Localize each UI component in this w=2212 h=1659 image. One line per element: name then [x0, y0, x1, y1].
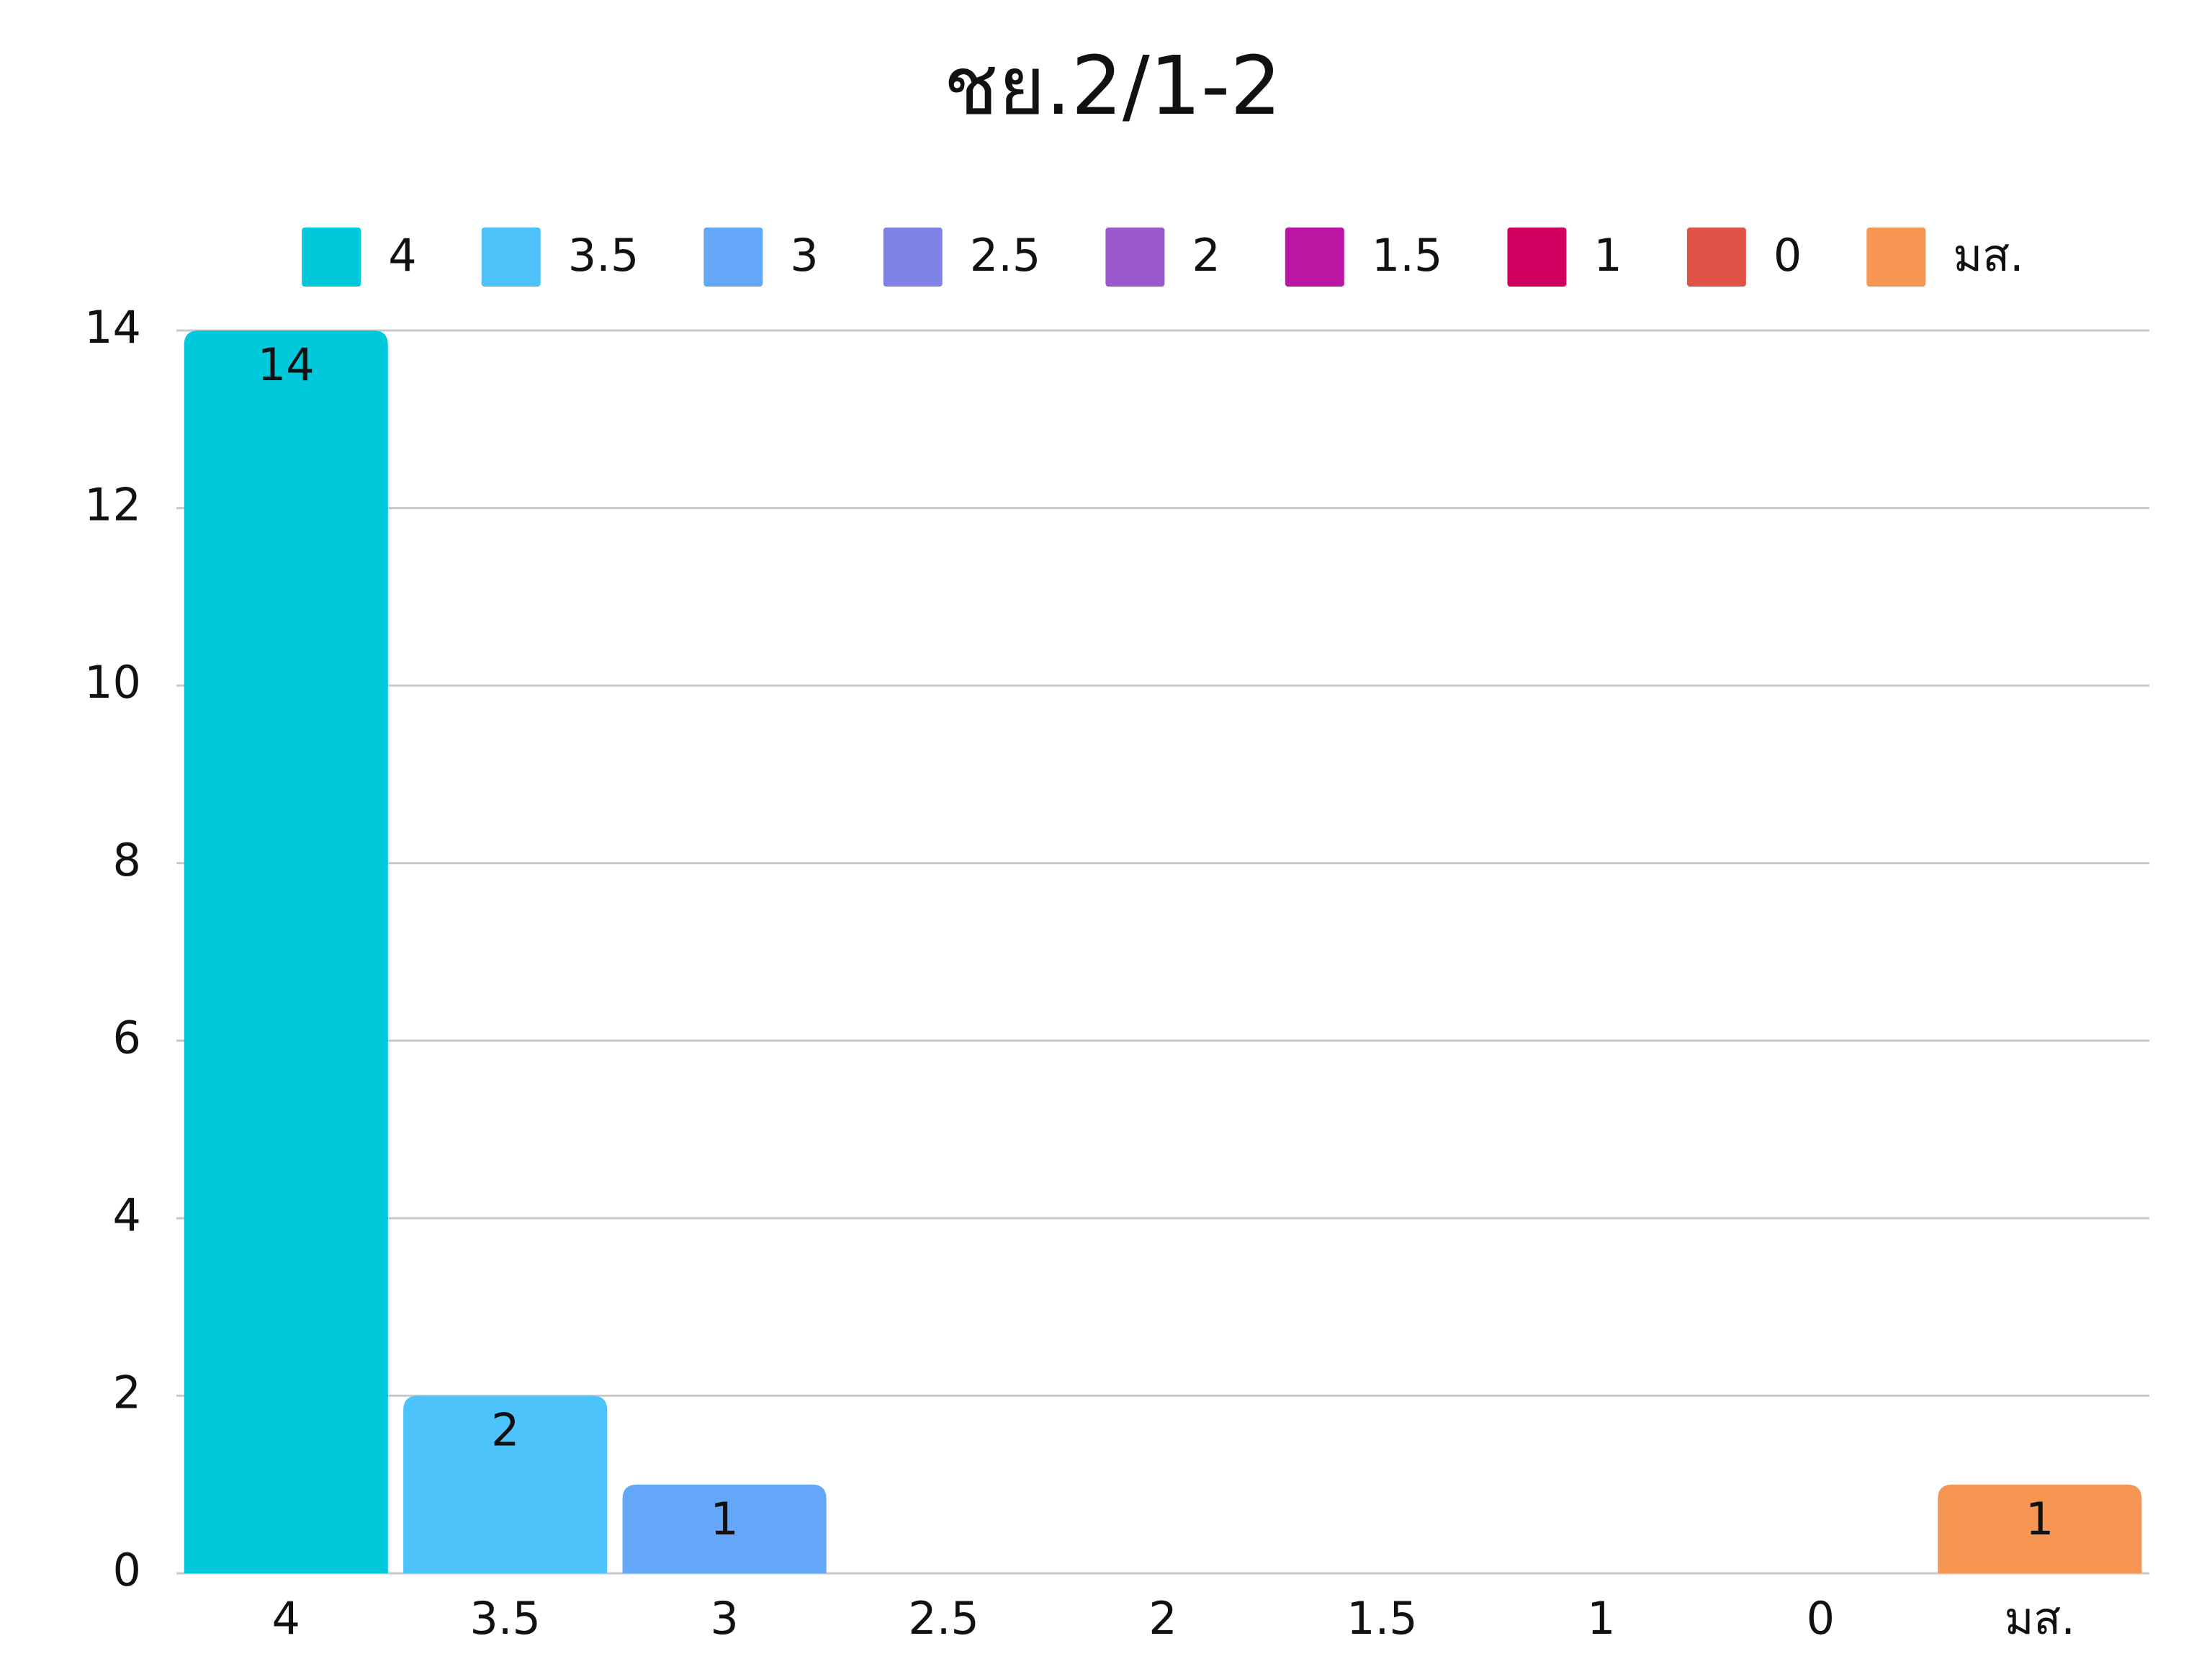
- x-tick-label: 2.5: [908, 1592, 979, 1645]
- legend-label: มส.: [1953, 229, 2023, 282]
- x-tick-label: 3: [710, 1592, 738, 1645]
- bar: [184, 331, 388, 1573]
- x-tick-label: 1.5: [1346, 1592, 1418, 1645]
- legend-label: 1: [1593, 229, 1622, 282]
- data-label: 2: [491, 1404, 519, 1457]
- data-label: 1: [2026, 1493, 2054, 1545]
- legend: 4 3.5 3 2.5 2 1.5 1 0 มส.: [302, 228, 2024, 287]
- x-tick-label: 2: [1148, 1592, 1177, 1645]
- x-tick-label: 3.5: [469, 1592, 541, 1645]
- legend-label: 1.5: [1372, 229, 1443, 282]
- chart-title: ชย.2/1-2: [943, 40, 1281, 133]
- legend-swatch: [1507, 228, 1567, 287]
- legend-label: 3: [790, 229, 818, 282]
- legend-label: 2.5: [970, 229, 1041, 282]
- y-tick-label: 8: [113, 834, 141, 886]
- y-tick-label: 10: [84, 656, 141, 709]
- data-label: 14: [258, 338, 315, 391]
- y-tick-label: 2: [113, 1367, 141, 1419]
- legend-label: 4: [388, 229, 416, 282]
- legend-label: 0: [1773, 229, 1802, 282]
- legend-swatch: [883, 228, 943, 287]
- bar: [1938, 1484, 2142, 1573]
- legend-label: 3.5: [568, 229, 639, 282]
- y-tick-label: 14: [84, 301, 141, 354]
- x-tick-label: 1: [1587, 1592, 1615, 1645]
- legend-label: 2: [1192, 229, 1220, 282]
- x-tick-label: 0: [1807, 1592, 1835, 1645]
- y-tick-label: 0: [113, 1544, 141, 1596]
- y-tick-label: 6: [113, 1011, 141, 1064]
- bar: [622, 1484, 827, 1573]
- x-tick-label: 4: [271, 1592, 300, 1645]
- legend-swatch: [1285, 228, 1344, 287]
- legend-swatch: [481, 228, 541, 287]
- legend-swatch: [302, 228, 361, 287]
- legend-swatch: [1686, 228, 1746, 287]
- y-tick-label: 12: [84, 479, 141, 531]
- legend-swatch: [1866, 228, 1926, 287]
- legend-swatch: [703, 228, 763, 287]
- x-tick-label: มส.: [2005, 1592, 2075, 1645]
- legend-swatch: [1105, 228, 1165, 287]
- y-tick-label: 4: [113, 1189, 141, 1241]
- data-label: 1: [710, 1493, 738, 1545]
- bar: [403, 1395, 608, 1573]
